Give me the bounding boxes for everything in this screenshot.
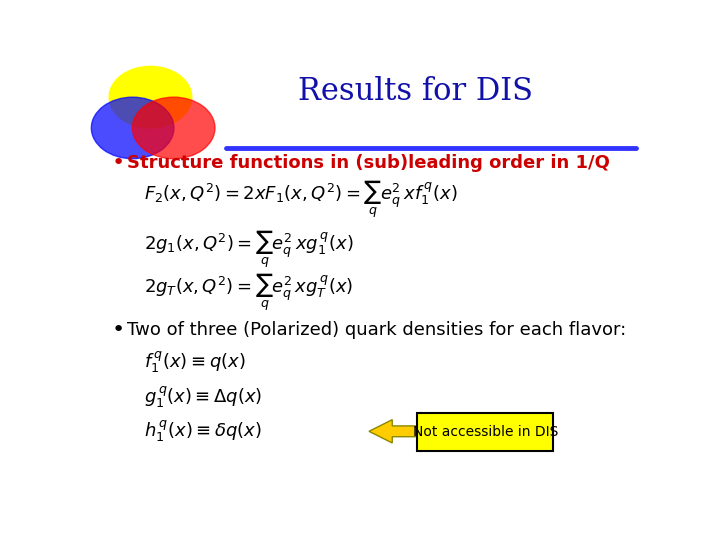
Circle shape	[132, 97, 215, 159]
Text: $2g_1(x,Q^2) = \sum_q e_q^2\, xg_1^{\,q}(x)$: $2g_1(x,Q^2) = \sum_q e_q^2\, xg_1^{\,q}…	[144, 229, 354, 271]
Text: Results for DIS: Results for DIS	[298, 76, 533, 107]
Text: •: •	[112, 320, 125, 340]
Polygon shape	[369, 420, 415, 443]
Text: Two of three (Polarized) quark densities for each flavor:: Two of three (Polarized) quark densities…	[127, 321, 626, 340]
Circle shape	[109, 66, 192, 128]
Text: $2g_{\mathit{T}}(x,Q^2) = \sum_q e_q^2\, xg_{\mathit{T}}^{\,q}(x)$: $2g_{\mathit{T}}(x,Q^2) = \sum_q e_q^2\,…	[144, 271, 354, 313]
Text: Not accessible in DIS: Not accessible in DIS	[413, 425, 558, 439]
FancyBboxPatch shape	[417, 413, 554, 451]
Circle shape	[91, 97, 174, 159]
Text: $g_1^{\,q}(x) \equiv \Delta q(x)$: $g_1^{\,q}(x) \equiv \Delta q(x)$	[144, 385, 263, 410]
Text: Structure functions in (sub)leading order in 1/Q: Structure functions in (sub)leading orde…	[127, 154, 610, 172]
Text: $h_1^{\,q}(x) \equiv \delta q(x)$: $h_1^{\,q}(x) \equiv \delta q(x)$	[144, 418, 262, 444]
Text: $f_1^{\,q}(x) \equiv q(x)$: $f_1^{\,q}(x) \equiv q(x)$	[144, 350, 246, 375]
Text: •: •	[112, 153, 125, 173]
Text: $F_2(x,Q^2) = 2xF_1(x,Q^2) = \sum_q e_q^2\, xf_1^{\,q}(x)$: $F_2(x,Q^2) = 2xF_1(x,Q^2) = \sum_q e_q^…	[144, 179, 458, 220]
